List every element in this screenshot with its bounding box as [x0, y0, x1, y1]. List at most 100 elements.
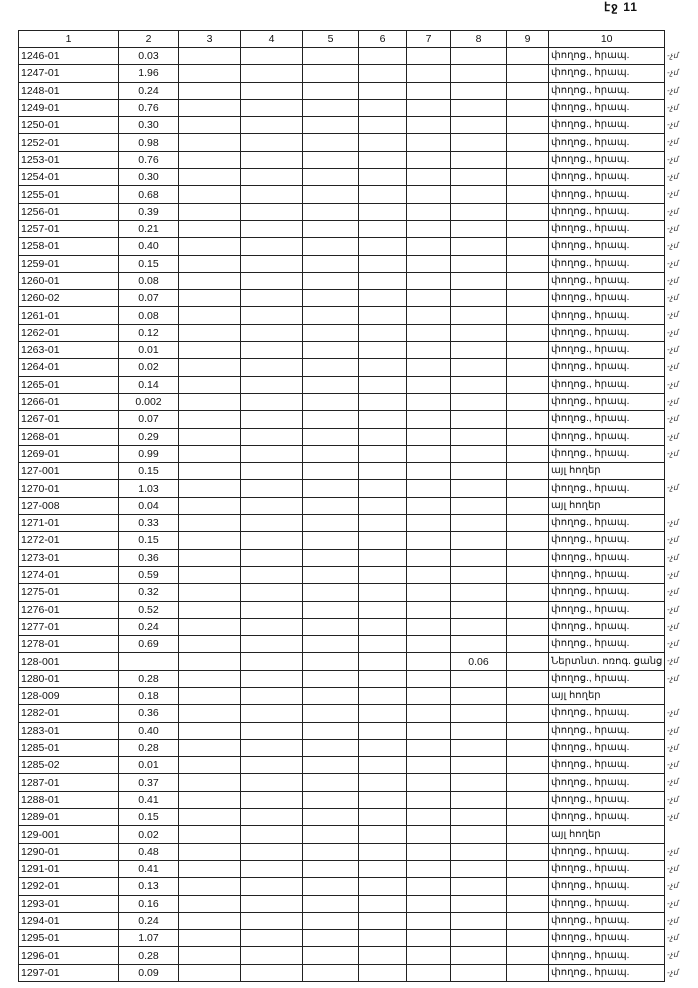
cell-col4 [240, 410, 303, 429]
cell-col6 [358, 929, 407, 948]
margin-mark: -չմ [667, 379, 678, 389]
cell-col8-value: 0.06 [450, 652, 507, 671]
cell-col5 [302, 98, 359, 118]
cell-area: 0.01 [118, 341, 179, 360]
page-number: էջ 11 [604, 0, 638, 14]
table-row: 1262-01 0.12 փողոց., հրապ. [18, 323, 666, 343]
cell-col5 [302, 375, 359, 394]
cell-col6 [358, 358, 407, 377]
cell-land-use: փողոց., հրապ. [547, 600, 666, 619]
cell-col6 [358, 202, 407, 221]
cell-area: 0.29 [118, 427, 179, 446]
table-row: 1269-01 0.99 փողոց., հրապ. [18, 444, 666, 464]
cell-col9 [506, 929, 549, 948]
cell-col8-value [450, 392, 507, 412]
margin-mark: -չմ [667, 362, 678, 372]
cell-parcel-id: 1253-01 [18, 150, 119, 170]
cell-land-use: փողոց., հրապ. [547, 392, 666, 412]
cell-col5 [302, 64, 359, 83]
cell-col3 [178, 150, 241, 170]
cell-col7 [406, 565, 451, 585]
cell-parcel-id: 1265-01 [18, 375, 119, 394]
cell-col7 [406, 963, 451, 983]
column-header-7: 7 [406, 30, 451, 48]
cell-land-use: փողոց., հրապ. [547, 289, 666, 308]
cell-col7 [406, 721, 451, 740]
margin-mark: -չմ [667, 881, 678, 891]
cell-col8-value [450, 116, 507, 135]
cell-area: 0.40 [118, 721, 179, 740]
cell-col4 [240, 237, 303, 256]
margin-mark: -չմ [667, 708, 678, 718]
margin-mark: -չմ [667, 518, 678, 528]
cell-area: 0.48 [118, 842, 179, 861]
cell-col7 [406, 237, 451, 256]
cell-col6 [358, 323, 407, 343]
cell-parcel-id: 1293-01 [18, 894, 119, 913]
cell-col9 [506, 271, 549, 291]
cell-col9 [506, 825, 549, 844]
table-row: 1267-01 0.07 փողոց., հրապ. [18, 410, 666, 429]
cell-col8-value [450, 877, 507, 896]
cell-col9 [506, 859, 549, 879]
margin-mark: -չմ [667, 915, 678, 925]
cell-col5 [302, 237, 359, 256]
table-row: 1277-01 0.24 փողոց., հրապ. [18, 617, 666, 637]
cell-col8-value [450, 825, 507, 844]
cell-col5 [302, 825, 359, 844]
cell-col9 [506, 479, 549, 498]
cell-col8-value [450, 911, 507, 931]
margin-mark [667, 497, 678, 514]
cell-col7 [406, 323, 451, 343]
cell-parcel-id: 1261-01 [18, 306, 119, 325]
cell-col9 [506, 773, 549, 792]
cell-col7 [406, 133, 451, 152]
cell-parcel-id: 1269-01 [18, 444, 119, 464]
cell-col8-value [450, 81, 507, 100]
cell-col9 [506, 150, 549, 170]
cell-col7 [406, 254, 451, 273]
cell-col6 [358, 859, 407, 879]
table-body: 1246-01 0.03 փողոց., հրապ. 1247-01 1.96 փողոց… [18, 46, 666, 983]
cell-land-use: փողոց., հրապ. [547, 254, 666, 273]
cell-col6 [358, 462, 407, 481]
cell-area: 0.36 [118, 548, 179, 567]
cell-parcel-id: 1282-01 [18, 704, 119, 723]
margin-mark: -չմ [667, 414, 678, 424]
cell-area: 0.18 [118, 686, 179, 706]
margin-mark: -չմ [667, 898, 678, 908]
margin-mark: -չմ [667, 448, 678, 458]
cell-col9 [506, 565, 549, 585]
cell-col3 [178, 911, 241, 931]
cell-col7 [406, 219, 451, 239]
column-header-1: 1 [18, 30, 119, 48]
cell-col5 [302, 427, 359, 446]
table-row: 1266-01 0.002 փողոց., հրապ. [18, 392, 666, 412]
cell-col3 [178, 271, 241, 291]
cell-col3 [178, 704, 241, 723]
cell-col6 [358, 773, 407, 792]
cell-col9 [506, 531, 549, 550]
cell-col9 [506, 81, 549, 100]
margin-mark: -չմ [667, 396, 678, 406]
cell-col6 [358, 686, 407, 706]
cell-col7 [406, 825, 451, 844]
cell-col4 [240, 133, 303, 152]
cell-col9 [506, 219, 549, 239]
cell-col9 [506, 514, 549, 533]
cell-col4 [240, 894, 303, 913]
cell-col6 [358, 289, 407, 308]
cell-col9 [506, 168, 549, 187]
cell-col8-value [450, 963, 507, 983]
cell-land-use: այլ հողեր [547, 462, 666, 481]
cell-col4 [240, 756, 303, 775]
cell-col3 [178, 358, 241, 377]
table-row: 1248-01 0.24 փողոց., հրապ. [18, 81, 666, 100]
cell-col4 [240, 617, 303, 637]
cell-col5 [302, 168, 359, 187]
cell-land-use: փողոց., հրապ. [547, 946, 666, 965]
cell-parcel-id: 1247-01 [18, 64, 119, 83]
cell-parcel-id: 1285-02 [18, 756, 119, 775]
cell-col7 [406, 773, 451, 792]
cell-col4 [240, 877, 303, 896]
